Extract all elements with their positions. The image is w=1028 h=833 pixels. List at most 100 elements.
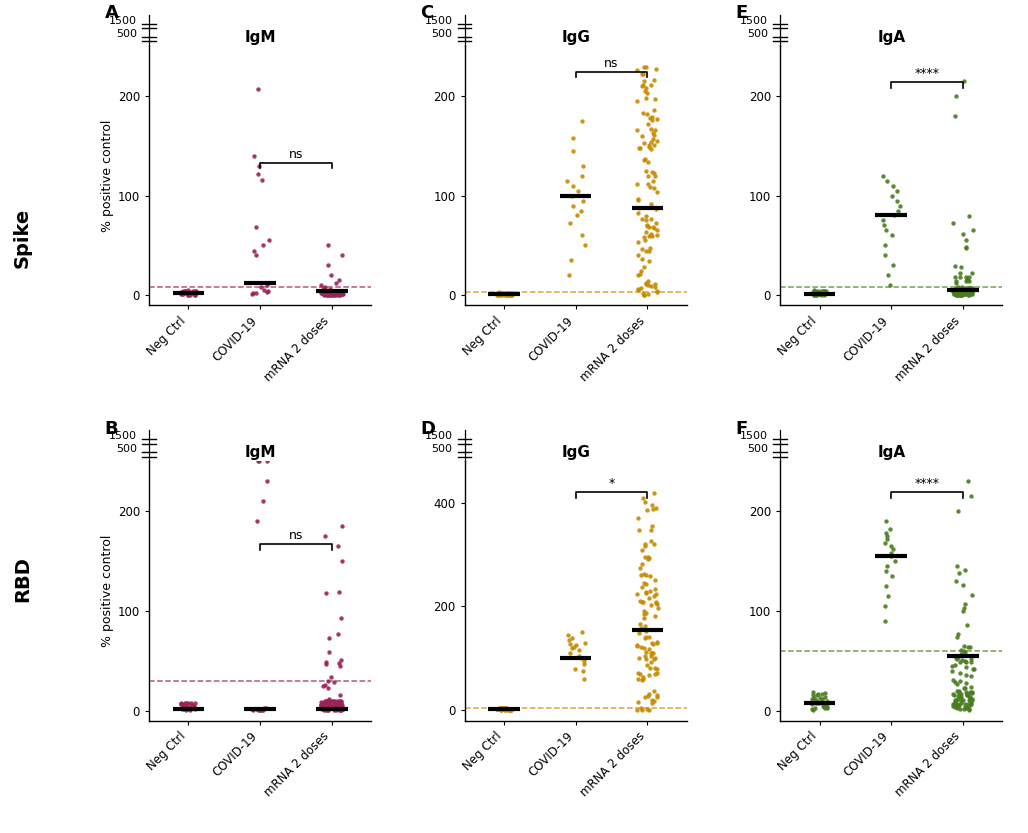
Point (328, 287, 344, 300)
Point (316, 696, 332, 709)
Point (962, 694, 979, 707)
Point (321, 701, 337, 714)
Point (175, 700, 191, 713)
Point (327, 286, 343, 299)
Point (960, 282, 977, 295)
Point (647, 574, 663, 587)
Point (649, 223, 665, 237)
Point (638, 646, 655, 659)
Point (958, 701, 975, 714)
Point (318, 696, 334, 710)
Point (952, 287, 968, 300)
Point (635, 287, 652, 300)
Point (954, 694, 970, 707)
Point (318, 656, 334, 669)
Point (489, 288, 506, 302)
Point (244, 702, 260, 716)
Point (331, 287, 347, 300)
Point (947, 693, 963, 706)
Point (879, 529, 895, 542)
Point (571, 649, 587, 662)
Point (815, 696, 832, 709)
Point (889, 194, 906, 207)
Point (635, 261, 652, 274)
Point (953, 696, 969, 710)
Point (314, 702, 330, 716)
Point (493, 702, 510, 716)
Point (949, 697, 965, 711)
Point (186, 700, 203, 713)
Point (810, 696, 827, 710)
Point (636, 551, 653, 564)
Point (563, 254, 580, 267)
Point (637, 577, 654, 591)
Point (960, 703, 977, 716)
Point (318, 696, 334, 710)
Point (319, 695, 335, 708)
Point (959, 282, 976, 296)
Point (317, 703, 333, 716)
Point (642, 649, 659, 662)
Point (645, 166, 661, 179)
Point (497, 287, 513, 301)
Y-axis label: % positive control: % positive control (101, 119, 114, 232)
Point (951, 684, 967, 697)
Point (492, 701, 509, 715)
Point (810, 287, 827, 301)
Point (490, 286, 507, 299)
Point (949, 677, 965, 691)
Point (949, 283, 965, 297)
Point (950, 282, 966, 296)
Point (644, 135, 660, 148)
Point (323, 671, 339, 684)
Point (176, 287, 192, 300)
Point (245, 703, 261, 716)
Point (317, 679, 333, 692)
Point (332, 287, 348, 300)
Point (633, 580, 650, 593)
Point (180, 284, 196, 297)
Point (957, 697, 974, 711)
Point (962, 691, 979, 705)
Point (635, 576, 652, 590)
Point (636, 620, 653, 633)
Point (817, 698, 834, 711)
Point (639, 177, 656, 191)
Point (953, 648, 969, 661)
Point (175, 285, 191, 298)
Point (644, 519, 660, 532)
Point (812, 287, 829, 301)
Point (494, 703, 511, 716)
Point (650, 284, 666, 297)
Point (815, 699, 832, 712)
Point (949, 690, 965, 703)
Title: IgG: IgG (561, 445, 590, 460)
Point (330, 287, 346, 300)
Point (880, 589, 896, 602)
Point (816, 701, 833, 714)
Point (320, 681, 336, 695)
Point (642, 655, 659, 668)
Point (320, 695, 336, 708)
Point (494, 702, 511, 716)
Point (325, 695, 341, 708)
Point (317, 282, 333, 295)
Point (952, 288, 968, 302)
Text: 500: 500 (432, 29, 452, 39)
Point (635, 60, 652, 73)
Point (808, 287, 824, 301)
Point (630, 248, 647, 262)
Point (320, 287, 336, 301)
Point (179, 698, 195, 711)
Point (248, 249, 264, 262)
Point (815, 285, 832, 298)
Point (952, 675, 968, 688)
Text: RBD: RBD (13, 556, 32, 602)
Point (565, 179, 582, 192)
Point (568, 209, 585, 222)
Point (641, 643, 658, 656)
Point (963, 681, 980, 694)
Point (489, 286, 506, 299)
Point (963, 588, 980, 601)
Point (964, 686, 981, 699)
